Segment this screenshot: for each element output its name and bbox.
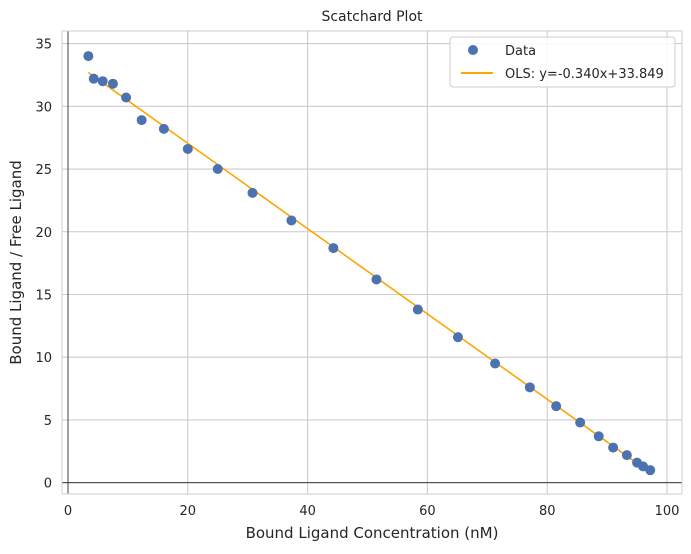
reference-lines (62, 31, 682, 494)
y-tick-label: 5 (44, 414, 52, 429)
data-point (490, 358, 501, 369)
series (83, 51, 656, 476)
data-point (136, 115, 147, 126)
x-tick-label: 60 (419, 504, 436, 519)
data-point (621, 450, 632, 461)
data-point (593, 431, 604, 442)
x-tick-label: 0 (64, 504, 72, 519)
legend-box (449, 36, 676, 88)
chart-title: Scatchard Plot (321, 9, 423, 25)
data-point (328, 243, 339, 254)
data-point (158, 123, 169, 134)
x-axis-label: Bound Ligand Concentration (nM) (246, 524, 499, 542)
data-point (247, 187, 258, 198)
data-point (645, 465, 656, 476)
data-point (575, 417, 586, 428)
x-tick-label: 20 (180, 504, 197, 519)
legend: Data OLS: y=-0.340x+33.849 (449, 36, 676, 88)
plot-area (62, 31, 682, 494)
y-axis-label: Bound Ligand / Free Ligand (7, 160, 25, 365)
y-tick-label: 25 (35, 163, 52, 178)
y-tick-label: 35 (35, 38, 52, 53)
y-tick-label: 30 (35, 100, 52, 115)
x-tick-label: 80 (539, 504, 556, 519)
data-point (83, 51, 94, 62)
data-point (121, 92, 132, 103)
legend-data-marker (468, 45, 478, 55)
y-tick-label: 0 (44, 477, 52, 492)
data-point (524, 382, 535, 393)
y-tick-label: 20 (35, 226, 52, 241)
data-point (212, 164, 223, 175)
data-point (608, 442, 619, 453)
data-point (452, 332, 463, 343)
data-point (107, 78, 118, 89)
data-point (182, 143, 193, 154)
plot-frame (61, 30, 683, 495)
data-point (88, 73, 99, 84)
legend-ols-label: OLS: y=-0.340x+33.849 (505, 67, 664, 82)
data-point (371, 274, 382, 285)
data-point (97, 76, 108, 87)
x-tick-label: 100 (655, 504, 680, 519)
x-tick-label: 40 (299, 504, 316, 519)
data-point (412, 304, 423, 315)
y-tick-label: 10 (35, 351, 52, 366)
data-point (286, 215, 297, 226)
legend-data-label: Data (505, 44, 536, 59)
data-point (551, 401, 562, 412)
tick-labels: 0 20 40 60 80 100 0 5 10 15 20 25 30 35 (35, 38, 679, 519)
y-tick-label: 15 (35, 288, 52, 303)
